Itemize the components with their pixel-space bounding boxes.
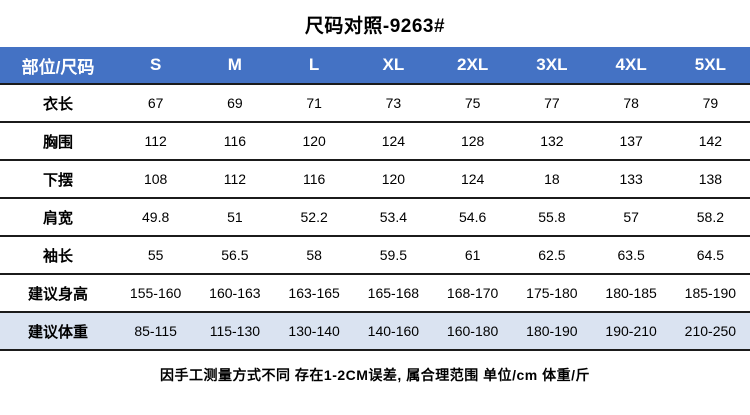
header-cell-size: 2XL: [433, 47, 513, 85]
value-cell: 190-210: [605, 323, 657, 339]
header-cell-size: 4XL: [591, 47, 671, 85]
value-cell: 112: [223, 171, 247, 187]
header-cell-label: 部位/尺码: [0, 47, 116, 85]
table-row: 建议体重 85-115 115-130 130-140 140-160 160-180 18…: [0, 312, 750, 350]
value-cell: 124: [381, 133, 406, 149]
value-cell: 133: [619, 171, 643, 187]
row-label: 肩宽: [42, 209, 73, 227]
value-cell: 52.2: [300, 209, 328, 225]
value-cell: 108: [143, 171, 168, 187]
value-cell: 71: [306, 95, 322, 111]
value-cell: 59.5: [379, 247, 407, 263]
value-cell: 49.8: [142, 209, 170, 225]
header-cell-size: M: [195, 47, 275, 85]
value-cell: 62.5: [538, 247, 566, 263]
value-cell: 18: [544, 171, 560, 187]
value-cell: 115-130: [209, 323, 261, 339]
value-cell: 132: [540, 133, 564, 149]
value-cell: 116: [223, 133, 247, 149]
value-cell: 77: [544, 95, 560, 111]
value-cell: 75: [464, 95, 481, 111]
value-cell: 56.5: [221, 247, 249, 263]
table-row: 袖长 55 56.5 58 59.5 61 62.5 63.5 64.5: [0, 236, 750, 274]
value-cell: 63.5: [617, 247, 645, 263]
table-row: 胸围 112 116 120 124 128 132 137 142: [0, 122, 750, 160]
table-row: 衣长 67 69 71 73 75 77 78 79: [0, 84, 750, 122]
value-cell: 165-168: [367, 285, 420, 301]
value-cell: 180-190: [526, 323, 578, 339]
value-cell: 54.6: [459, 209, 487, 225]
value-cell: 51: [227, 209, 243, 225]
value-cell: 124: [460, 171, 485, 187]
value-cell: 160-163: [209, 285, 261, 301]
value-cell: 120: [302, 133, 326, 149]
value-cell: 130-140: [288, 323, 340, 339]
value-cell: 73: [385, 95, 402, 111]
value-cell: 58.2: [696, 209, 724, 225]
value-cell: 57: [623, 209, 639, 225]
header-cell-size: 5XL: [670, 47, 750, 85]
row-label: 袖长: [42, 247, 73, 265]
value-cell: 55.8: [538, 209, 566, 225]
header-cell-size: XL: [353, 47, 433, 85]
value-cell: 142: [698, 133, 723, 149]
value-cell: 160-180: [446, 323, 499, 339]
header-cell-size: S: [116, 47, 196, 85]
value-cell: 69: [227, 95, 243, 111]
row-label: 衣长: [42, 95, 73, 113]
table-row: 下摆 108 112 116 120 124 18 133 138: [0, 160, 750, 198]
value-cell: 61: [464, 247, 481, 263]
header-row: 部位/尺码 S M L XL 2XL 3XL 4XL 5XL: [0, 47, 750, 85]
value-cell: 58: [306, 247, 322, 263]
value-cell: 168-170: [446, 285, 499, 301]
value-cell: 79: [702, 95, 719, 111]
table-header: 部位/尺码 S M L XL 2XL 3XL 4XL 5XL: [0, 47, 750, 85]
value-cell: 185-190: [684, 285, 737, 301]
value-cell: 163-165: [288, 285, 340, 301]
table-row: 建议身高 155-160 160-163 163-165 165-168 168-170 1…: [0, 274, 750, 312]
value-cell: 138: [698, 171, 723, 187]
value-cell: 85-115: [134, 323, 177, 339]
value-cell: 53.4: [379, 209, 407, 225]
row-label: 胸围: [42, 133, 73, 151]
value-cell: 210-250: [684, 323, 737, 339]
value-cell: 112: [144, 133, 167, 149]
value-cell: 64.5: [696, 247, 724, 263]
value-cell: 137: [619, 133, 643, 149]
value-cell: 67: [147, 95, 164, 111]
value-cell: 175-180: [526, 285, 578, 301]
header-cell-size: L: [274, 47, 354, 85]
row-label: 下摆: [42, 171, 73, 189]
table-body: 衣长 67 69 71 73 75 77 78 79 胸围 112 116 120 124 128 132 13…: [0, 84, 750, 350]
row-label: 建议体重: [27, 323, 88, 341]
footer-note: 因手工测量方式不同 存在1-2CM误差, 属合理范围 单位/cm 体重/斤: [160, 367, 590, 383]
value-cell: 116: [302, 171, 326, 187]
row-label: 建议身高: [27, 285, 88, 303]
value-cell: 128: [460, 133, 485, 149]
header-cell-size: 3XL: [512, 47, 592, 85]
table-row: 肩宽 49.8 51 52.2 53.4 54.6 55.8 57 58.2: [0, 198, 750, 236]
page-title: 尺码对照-9263#: [304, 16, 446, 37]
value-cell: 78: [623, 95, 639, 111]
value-cell: 180-185: [605, 285, 657, 301]
size-chart-table: 部位/尺码 S M L XL 2XL 3XL 4XL 5XL 衣长 67 69 71 73 75 77 78 7…: [0, 47, 750, 351]
value-cell: 140-160: [367, 323, 420, 339]
value-cell: 155-160: [129, 285, 182, 301]
value-cell: 120: [381, 171, 406, 187]
value-cell: 55: [147, 247, 164, 263]
